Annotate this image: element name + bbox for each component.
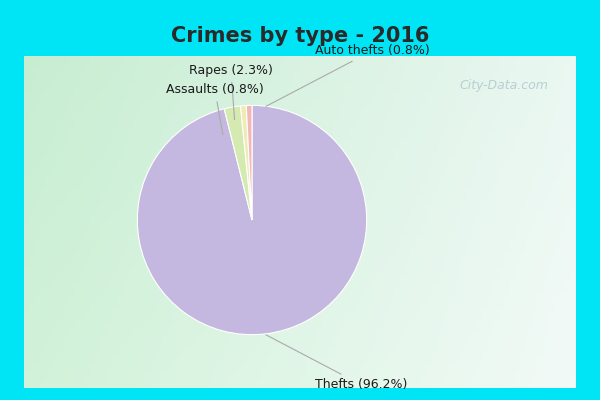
Text: Auto thefts (0.8%): Auto thefts (0.8%) (266, 44, 430, 106)
Text: Rapes (2.3%): Rapes (2.3%) (189, 64, 273, 120)
Text: City-Data.com: City-Data.com (460, 79, 548, 92)
Wedge shape (137, 105, 367, 335)
Text: Crimes by type - 2016: Crimes by type - 2016 (171, 26, 429, 46)
Wedge shape (224, 106, 252, 220)
Text: Thefts (96.2%): Thefts (96.2%) (266, 335, 407, 391)
Wedge shape (246, 105, 252, 220)
Wedge shape (241, 106, 252, 220)
Text: Assaults (0.8%): Assaults (0.8%) (166, 83, 264, 135)
